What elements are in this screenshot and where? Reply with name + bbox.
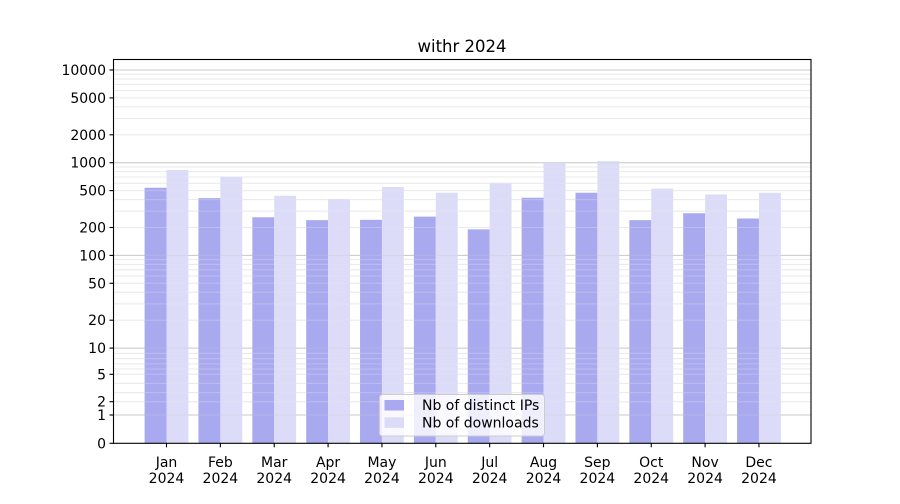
y-tick-label: 500	[79, 184, 106, 200]
x-tick-label: Aug	[530, 455, 557, 471]
legend-label-nb-of-distinct-ips: Nb of distinct IPs	[422, 398, 539, 414]
x-tick-label: Apr	[316, 455, 340, 471]
x-tick-label-year: 2024	[687, 471, 723, 487]
bar-nb-of-downloads	[651, 188, 674, 444]
bars-layer	[144, 161, 781, 444]
bar-nb-of-distinct-ips	[629, 220, 652, 444]
bar-nb-of-downloads	[220, 176, 243, 444]
x-tick-label-year: 2024	[741, 471, 777, 487]
y-tick-label: 2000	[70, 128, 106, 144]
y-tick-label: 2	[97, 395, 106, 411]
y-tick-label: 100	[79, 248, 106, 264]
bar-nb-of-downloads	[543, 162, 566, 444]
x-tick-label: Feb	[208, 455, 233, 471]
x-tick-label: Nov	[691, 455, 718, 471]
bar-nb-of-downloads	[274, 195, 297, 444]
x-tick-label-year: 2024	[418, 471, 454, 487]
plot-border	[112, 58, 812, 444]
x-tick-label-year: 2024	[472, 471, 508, 487]
x-tick-label: Mar	[261, 455, 288, 471]
y-tick-label: 20	[88, 313, 106, 329]
bar-nb-of-distinct-ips	[252, 217, 275, 444]
bar-nb-of-distinct-ips	[467, 229, 490, 444]
y-tick-label: 200	[79, 220, 106, 236]
x-tick-label: Oct	[639, 455, 664, 471]
legend-swatch-nb-of-distinct-ips	[384, 400, 404, 411]
x-tick-label-year: 2024	[364, 471, 400, 487]
x-tick-label-year: 2024	[310, 471, 346, 487]
bar-nb-of-distinct-ips	[306, 220, 329, 444]
y-tick-label: 1	[97, 408, 106, 424]
legend-label-nb-of-downloads: Nb of downloads	[422, 415, 539, 431]
x-tick-label: Jun	[424, 455, 447, 471]
x-tick-label-year: 2024	[633, 471, 669, 487]
x-tick-label-year: 2024	[526, 471, 562, 487]
bar-nb-of-downloads	[705, 194, 727, 444]
y-tick-label: 10000	[61, 63, 106, 79]
bar-nb-of-downloads	[435, 192, 458, 444]
y-tick-label: 0	[97, 436, 106, 452]
bar-nb-of-distinct-ips	[360, 219, 382, 444]
x-tick-label: Sep	[584, 455, 611, 471]
axes-layer: 100005000200010005002001005020105210Jan2…	[61, 58, 812, 487]
x-tick-label-year: 2024	[149, 471, 185, 487]
bar-nb-of-downloads	[758, 192, 781, 444]
bar-nb-of-downloads	[166, 169, 189, 444]
x-tick-label-year: 2024	[580, 471, 616, 487]
bar-nb-of-distinct-ips	[737, 218, 759, 444]
bar-nb-of-downloads	[489, 183, 512, 444]
y-tick-label: 5000	[70, 91, 106, 107]
x-tick-label: Jan	[155, 455, 178, 471]
y-tick-label: 50	[88, 276, 106, 292]
y-tick-label: 5	[97, 367, 106, 383]
y-tick-label: 1000	[70, 156, 106, 172]
x-tick-label: Dec	[745, 455, 772, 471]
bar-nb-of-distinct-ips	[198, 198, 221, 444]
bar-nb-of-distinct-ips	[144, 187, 167, 444]
bar-nb-of-distinct-ips	[413, 216, 436, 444]
chart-title: withr 2024	[417, 37, 506, 56]
bar-nb-of-distinct-ips	[683, 213, 706, 444]
legend-box	[379, 394, 545, 437]
x-tick-label: May	[367, 455, 396, 471]
y-tick-label: 10	[88, 341, 106, 357]
bar-nb-of-downloads	[328, 199, 350, 444]
x-tick-label: Jul	[480, 455, 498, 471]
bar-nb-of-downloads	[597, 161, 620, 444]
legend-swatch-nb-of-downloads	[384, 417, 404, 428]
bar-nb-of-downloads	[381, 186, 404, 444]
bar-nb-of-distinct-ips	[575, 192, 598, 444]
x-tick-label-year: 2024	[203, 471, 239, 487]
bar-nb-of-distinct-ips	[521, 197, 544, 444]
x-tick-label-year: 2024	[256, 471, 292, 487]
